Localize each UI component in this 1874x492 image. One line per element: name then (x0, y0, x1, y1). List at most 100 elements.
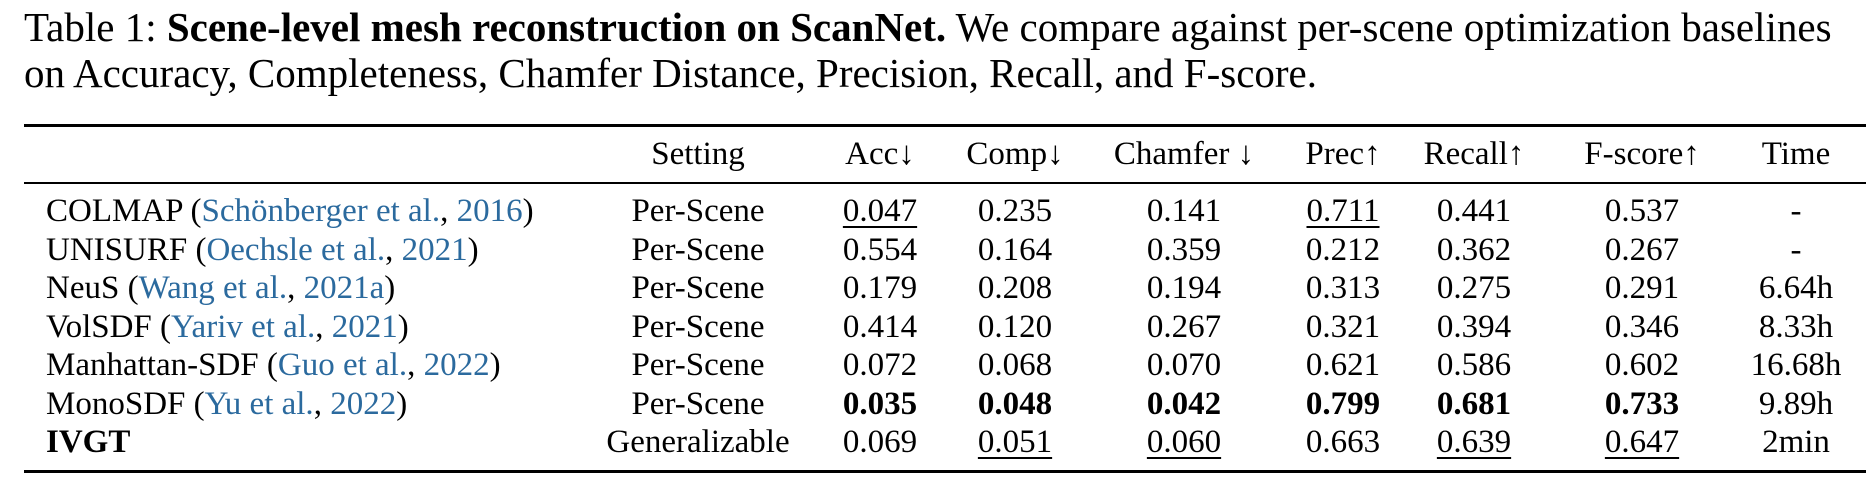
header-cell: Chamfer ↓ (1113, 136, 1255, 172)
data-cell: 0.441 (1436, 193, 1512, 229)
method-cell: VolSDF (Yariv et al., 2021) (46, 308, 409, 346)
citation: 2022 (423, 347, 490, 383)
method-text: ) (522, 193, 534, 229)
header-cell: Time (1761, 136, 1831, 172)
citation: Yariv et al. (171, 308, 316, 345)
data-cell: 0.141 (1146, 193, 1222, 229)
data-cell: 0.639 (1436, 424, 1512, 460)
method-cell: IVGT (46, 423, 130, 461)
method-text: ) (489, 347, 501, 383)
data-cell: 0.586 (1436, 347, 1512, 383)
method-text: , (315, 308, 332, 345)
data-cell: Generalizable (606, 424, 790, 460)
data-cell: 0.733 (1604, 385, 1680, 422)
data-cell: 0.164 (977, 231, 1053, 268)
data-cell: 0.047 (842, 193, 918, 229)
data-cell: - (1790, 193, 1802, 229)
data-cell: 0.235 (977, 193, 1053, 229)
method-text: MonoSDF ( (46, 385, 205, 422)
data-cell: 0.414 (842, 308, 918, 345)
citation: Guo et al. (277, 347, 408, 383)
caption-label: Table 1: (24, 4, 157, 50)
data-cell: Per-Scene (631, 385, 765, 422)
citation: Schönberger et al. (201, 193, 441, 229)
method-text: , (313, 385, 331, 422)
data-cell: 0.275 (1436, 270, 1512, 306)
method-cell: NeuS (Wang et al., 2021a) (46, 269, 395, 307)
data-cell: 2min (1762, 424, 1830, 460)
citation: 2021 (331, 308, 398, 345)
method-text: COLMAP ( (46, 193, 202, 229)
data-cell: 0.313 (1305, 270, 1381, 306)
data-cell: 0.394 (1436, 308, 1512, 345)
data-cell: 0.179 (842, 270, 918, 306)
method-text: , (440, 193, 457, 229)
data-cell: 0.663 (1305, 424, 1381, 460)
data-cell: Per-Scene (631, 347, 765, 383)
data-cell: 0.042 (1146, 385, 1222, 422)
data-cell: 0.070 (1146, 347, 1222, 383)
citation: 2016 (456, 193, 523, 229)
data-cell: 0.554 (842, 231, 918, 268)
data-cell: 0.069 (842, 424, 918, 460)
data-cell: 0.681 (1436, 385, 1512, 422)
header-cell: Prec↑ (1305, 136, 1381, 172)
method-text: ) (467, 231, 479, 268)
data-cell: 0.537 (1604, 193, 1680, 229)
header-cell: Comp↓ (966, 136, 1064, 172)
method-text: VolSDF ( (46, 308, 172, 345)
data-cell: Per-Scene (631, 231, 765, 268)
method-text: , (407, 347, 424, 383)
data-cell: 0.212 (1305, 231, 1381, 268)
data-cell: 0.035 (842, 385, 918, 422)
method-cell: COLMAP (Schönberger et al., 2016) (46, 192, 534, 230)
data-cell: 0.647 (1604, 424, 1680, 460)
method-cell: Manhattan-SDF (Guo et al., 2022) (46, 346, 501, 384)
citation: 2021a (303, 270, 385, 306)
data-cell: 8.33h (1758, 308, 1834, 345)
data-cell: 0.060 (1146, 424, 1222, 460)
citation: 2022 (330, 385, 397, 422)
method-text: ) (397, 308, 409, 345)
data-cell: 0.346 (1604, 308, 1680, 345)
data-cell: 0.362 (1436, 231, 1512, 268)
method-text: Manhattan-SDF ( (46, 347, 278, 383)
data-cell: Per-Scene (631, 193, 765, 229)
data-cell: 0.799 (1305, 385, 1381, 422)
method-text: UNISURF ( (46, 231, 207, 268)
data-cell: 6.64h (1758, 270, 1834, 306)
caption: Table 1: Scene-level mesh reconstruction… (24, 4, 1864, 96)
data-cell: 0.208 (977, 270, 1053, 306)
data-cell: 0.267 (1604, 231, 1680, 268)
header-cell: Setting (651, 136, 745, 172)
method-cell: UNISURF (Oechsle et al., 2021) (46, 231, 479, 269)
mid-rule (24, 182, 1866, 184)
citation: Oechsle et al. (206, 231, 386, 268)
bottom-rule (24, 470, 1866, 473)
citation: Wang et al. (138, 270, 288, 306)
data-cell: 9.89h (1758, 385, 1834, 422)
header-cell: F-score↑ (1584, 136, 1700, 172)
method-cell: MonoSDF (Yu et al., 2022) (46, 385, 407, 423)
data-cell: 0.194 (1146, 270, 1222, 306)
data-cell: 0.267 (1146, 308, 1222, 345)
citation: 2021 (401, 231, 468, 268)
data-cell: 16.68h (1750, 347, 1842, 383)
data-cell: 0.711 (1306, 193, 1380, 229)
method-text: ) (384, 270, 396, 306)
data-cell: 0.321 (1305, 308, 1381, 345)
citation: Yu et al. (204, 385, 314, 422)
header-cell: Recall↑ (1423, 136, 1525, 172)
data-cell: Per-Scene (631, 270, 765, 306)
caption-bold: Scene-level mesh reconstruction on ScanN… (166, 4, 947, 50)
caption-text: We compare against per-scene optimizatio… (24, 4, 1832, 96)
data-cell: 0.621 (1305, 347, 1381, 383)
method-text: ) (396, 385, 408, 422)
data-cell: 0.051 (977, 424, 1053, 460)
header-cell: Acc↓ (845, 136, 915, 172)
data-cell: Per-Scene (631, 308, 765, 345)
data-cell: 0.291 (1604, 270, 1680, 306)
data-cell: 0.068 (977, 347, 1053, 383)
data-cell: - (1790, 231, 1802, 268)
method-text: IVGT (46, 424, 131, 460)
